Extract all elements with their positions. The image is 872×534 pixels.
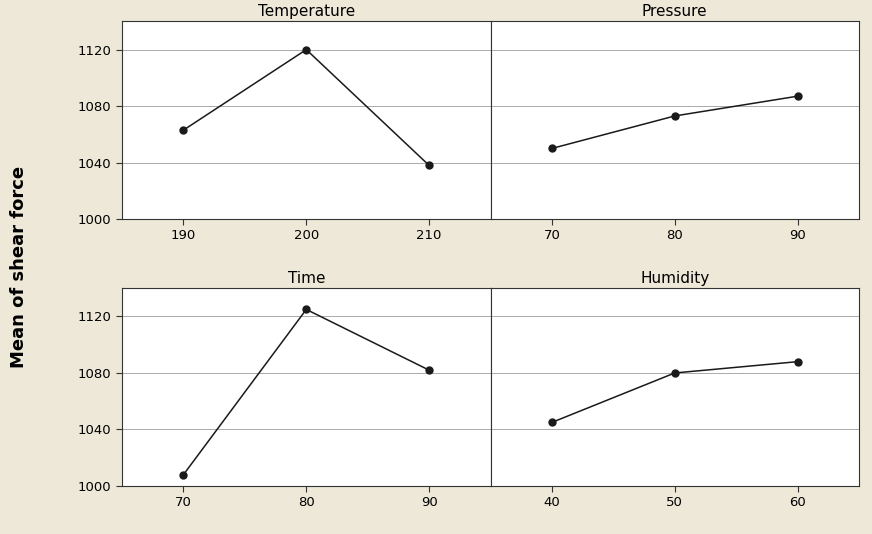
Title: Temperature: Temperature xyxy=(257,4,355,19)
Title: Time: Time xyxy=(288,271,325,286)
Text: Mean of shear force: Mean of shear force xyxy=(10,166,28,368)
Title: Pressure: Pressure xyxy=(642,4,707,19)
Title: Humidity: Humidity xyxy=(640,271,709,286)
